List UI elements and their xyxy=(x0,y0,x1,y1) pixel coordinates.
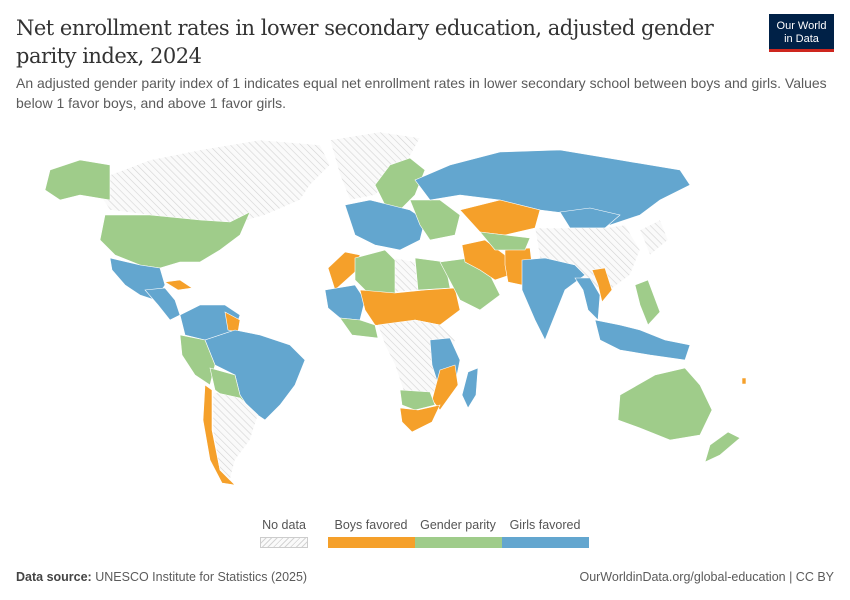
chart-subtitle: An adjusted gender parity index of 1 ind… xyxy=(16,75,827,111)
region-mongolia[interactable] xyxy=(559,207,621,229)
legend-gender-parity-label: Gender parity xyxy=(420,518,496,532)
logo-line-1: Our World xyxy=(776,20,827,32)
logo-line-2: in Data xyxy=(784,33,819,45)
region-argentina[interactable] xyxy=(212,391,259,481)
region-central-america[interactable] xyxy=(144,287,181,321)
region-central-asia[interactable] xyxy=(479,231,531,251)
region-mozambique[interactable] xyxy=(431,364,459,411)
region-west-africa[interactable] xyxy=(324,284,366,321)
legend-no-data-swatch[interactable] xyxy=(260,537,308,548)
region-russia[interactable] xyxy=(414,149,691,226)
region-egypt[interactable] xyxy=(414,257,451,291)
legend-no-data-label: No data xyxy=(262,518,306,532)
region-eastern-europe[interactable] xyxy=(409,199,461,241)
legend-gender-parity-swatch[interactable] xyxy=(415,537,502,548)
legend-girls-favored-swatch[interactable] xyxy=(502,537,589,548)
region-indonesia[interactable] xyxy=(594,319,691,361)
region-canada[interactable] xyxy=(99,139,331,226)
region-libya[interactable] xyxy=(394,257,419,293)
region-pacific-island[interactable] xyxy=(741,377,747,385)
region-new-zealand[interactable] xyxy=(704,431,741,463)
region-usa[interactable] xyxy=(99,211,251,269)
region-chile[interactable] xyxy=(202,384,236,486)
region-vietnam[interactable] xyxy=(591,267,613,303)
region-algeria[interactable] xyxy=(354,249,401,296)
region-southern-africa[interactable] xyxy=(399,389,436,411)
legend-girls-favored-label: Girls favored xyxy=(509,518,581,532)
data-source: Data source: UNESCO Institute for Statis… xyxy=(16,570,307,584)
region-philippines[interactable] xyxy=(634,279,661,326)
chart-title: Net enrollment rates in lower secondary … xyxy=(16,16,714,68)
region-western-europe[interactable] xyxy=(344,199,426,251)
url-license[interactable]: OurWorldinData.org/global-education | CC… xyxy=(579,570,834,584)
owid-logo[interactable]: Our World in Data xyxy=(769,14,834,52)
world-map xyxy=(44,131,747,486)
data-source-label: Data source: xyxy=(16,570,92,584)
legend-boys-favored-swatch[interactable] xyxy=(328,537,415,548)
legend-boys-favored-label: Boys favored xyxy=(334,518,408,532)
region-madagascar[interactable] xyxy=(461,367,479,409)
region-india[interactable] xyxy=(521,257,586,341)
region-alaska[interactable] xyxy=(44,159,111,201)
region-cuba[interactable] xyxy=(164,279,193,291)
region-southeast-asia[interactable] xyxy=(574,277,601,321)
region-japan-korea[interactable] xyxy=(639,219,669,256)
region-gulf-of-guinea[interactable] xyxy=(339,317,379,339)
region-south-africa[interactable] xyxy=(399,404,441,433)
region-peru[interactable] xyxy=(179,334,216,386)
data-source-link[interactable]: UNESCO Institute for Statistics (2025) xyxy=(95,570,308,584)
region-australia[interactable] xyxy=(617,367,713,441)
